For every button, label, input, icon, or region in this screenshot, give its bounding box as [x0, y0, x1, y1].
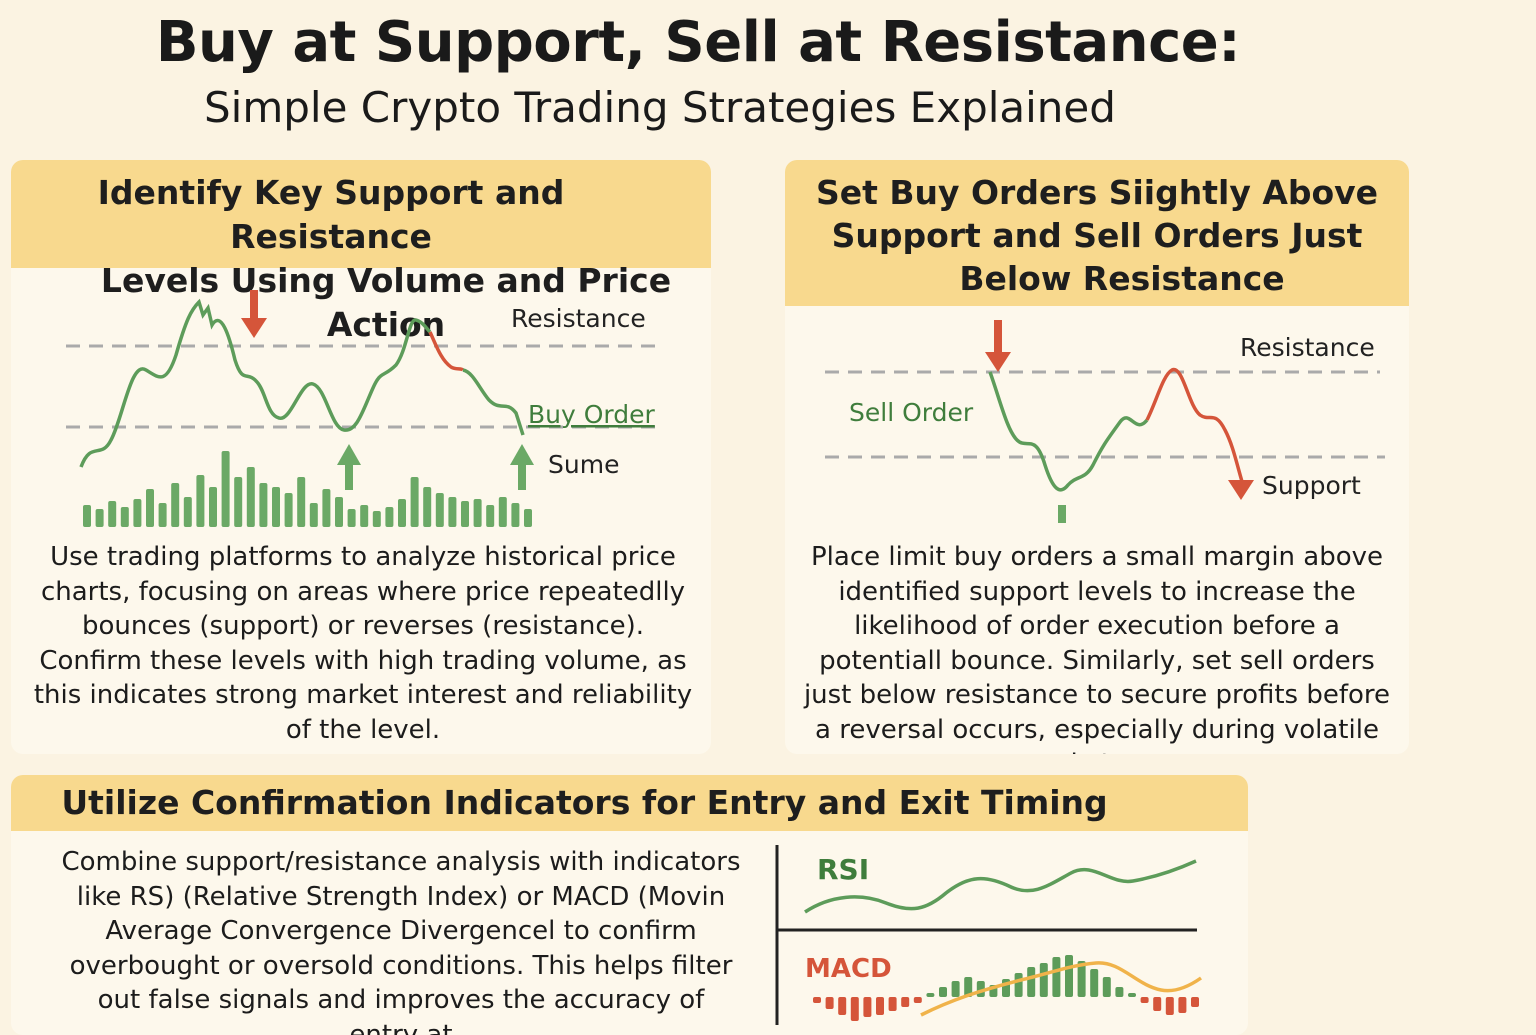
volume-bar	[385, 507, 394, 527]
volume-bar	[448, 497, 457, 527]
volume-bar	[146, 489, 154, 527]
macd-bar	[825, 997, 834, 1009]
macd-bar	[1191, 997, 1199, 1007]
macd-bar	[913, 997, 922, 1003]
volume-bar	[372, 511, 381, 527]
volume-bar	[108, 501, 117, 527]
volume-bar	[196, 475, 205, 527]
volume-bar	[183, 497, 192, 527]
volume-bar	[524, 509, 532, 527]
buy-order-label: Buy Order	[528, 400, 656, 429]
macd-bar	[1178, 997, 1187, 1013]
macd-bar	[1014, 973, 1023, 997]
volume-bar	[423, 487, 432, 527]
volume-bar	[347, 509, 356, 527]
volume-bar	[309, 503, 318, 527]
macd-bar	[1027, 967, 1036, 997]
indicator-charts: RSI MACD	[775, 845, 1203, 1025]
macd-bar	[1128, 993, 1136, 997]
volume-bar	[398, 499, 406, 527]
page-subtitle: Simple Crypto Trading Strategies Explain…	[204, 83, 1116, 132]
down-arrow-icon	[241, 290, 267, 338]
panel3-heading: Utilize Confirmation Indicators for Entr…	[11, 775, 1248, 831]
support-label: Support	[1262, 471, 1361, 500]
volume-bar	[209, 487, 217, 527]
macd-bar	[1039, 963, 1048, 997]
volume-bar	[221, 451, 230, 527]
macd-bar	[1052, 957, 1061, 997]
panel-confirmation-indicators: Utilize Confirmation Indicators for Entr…	[11, 775, 1248, 1035]
volume-bar	[297, 477, 306, 527]
panel1-body: Use trading platforms to analyze histori…	[33, 542, 693, 745]
volume-bar	[360, 505, 369, 527]
volume-bar	[322, 489, 331, 527]
macd-bar	[901, 997, 910, 1007]
panel1-price-chart: Resistance Buy Order Sume	[66, 290, 661, 527]
volume-bar	[473, 499, 482, 527]
panel1-heading: Identify Key Support and Resistance Leve…	[11, 160, 711, 344]
resistance-label: Resistance	[511, 304, 646, 333]
volume-bar	[95, 509, 104, 527]
volume-bar	[486, 505, 495, 527]
resistance-label-2: Resistance	[1240, 333, 1375, 362]
panel-order-placement: Set Buy Orders Siightly Above Support an…	[785, 160, 1409, 754]
volume-bar	[259, 483, 268, 527]
macd-label: MACD	[805, 954, 892, 984]
macd-bar	[951, 981, 960, 997]
macd-bar	[1165, 997, 1174, 1015]
rsi-label: RSI	[817, 853, 869, 886]
volume-bar	[234, 477, 243, 527]
volume-bar	[335, 497, 343, 527]
volume-bar	[410, 477, 419, 527]
volume-bar	[272, 487, 280, 527]
panel2-price-chart: Resistance Sell Order Support	[825, 320, 1385, 523]
volume-bar	[498, 497, 507, 527]
volume-bar	[83, 505, 91, 527]
macd-bar	[1140, 997, 1149, 1003]
up-arrow-icon	[337, 444, 534, 490]
page-title: Buy at Support, Sell at Resistance:	[155, 10, 1241, 75]
volume-label: Sume	[548, 450, 619, 479]
panel2-body: Place limit buy orders a small margin ab…	[803, 542, 1391, 754]
macd-bar	[838, 997, 847, 1015]
macd-bar	[1102, 977, 1111, 997]
volume-bar	[246, 467, 255, 527]
volume-bar	[120, 507, 129, 527]
volume-bar	[284, 493, 293, 527]
volume-bar	[171, 483, 180, 527]
macd-bar	[863, 997, 872, 1017]
macd-bar	[850, 997, 859, 1021]
volume-bar	[511, 503, 520, 527]
volume-bar	[435, 493, 444, 527]
macd-bar	[813, 997, 821, 1003]
macd-bar	[876, 997, 884, 1015]
macd-bar	[964, 977, 973, 997]
panel-support-resistance: Identify Key Support and Resistance Leve…	[11, 160, 711, 754]
panel2-heading: Set Buy Orders Siightly Above Support an…	[785, 160, 1409, 306]
volume-bar	[158, 503, 167, 527]
panel3-body: Combine support/resistance analysis with…	[61, 847, 741, 1035]
macd-bar	[1153, 997, 1162, 1011]
macd-bar	[1090, 969, 1099, 997]
macd-bar	[926, 993, 935, 997]
macd-bar	[1115, 987, 1124, 997]
sell-order-label: Sell Order	[849, 398, 974, 427]
down-arrow-icon	[985, 320, 1254, 500]
macd-bar	[888, 997, 897, 1011]
macd-bar	[939, 987, 947, 997]
volume-bar	[133, 499, 142, 527]
macd-bar	[1065, 955, 1073, 997]
volume-bar	[461, 501, 469, 527]
macd-bar	[1077, 961, 1086, 997]
